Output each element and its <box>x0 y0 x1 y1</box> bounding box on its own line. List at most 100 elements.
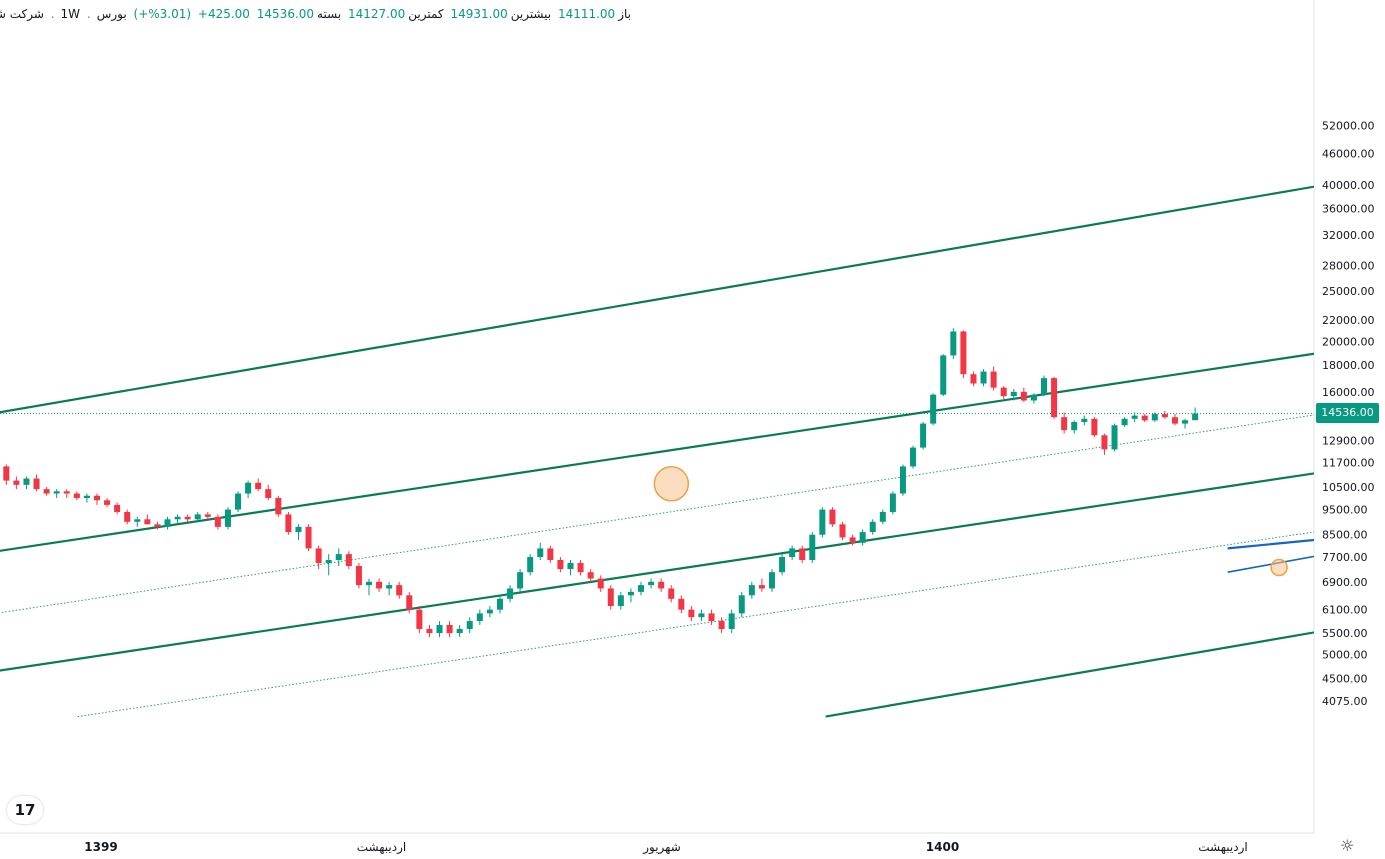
symbol-legend: باز14111.00 بیشترین14931.00 کمترین14127.… <box>0 7 631 21</box>
candle-body <box>1000 387 1007 397</box>
time-tick-label: 1399 <box>84 840 117 854</box>
legend-open-label: باز <box>618 7 631 21</box>
legend-change-value: 425.00+ <box>197 7 250 21</box>
channel-line <box>77 531 1314 718</box>
price-tick-label: 32000.00 <box>1322 229 1375 242</box>
candle-body <box>960 331 967 375</box>
candle-body <box>456 628 463 634</box>
price-tick-label: 5500.00 <box>1322 627 1368 640</box>
candle-body <box>809 534 816 560</box>
time-tick-label: اردیبهشت <box>357 840 406 855</box>
candle-body <box>1091 418 1098 436</box>
candle-body <box>1131 415 1138 419</box>
candle-body <box>768 572 775 589</box>
legend-high-label: بیشترین <box>510 7 552 21</box>
candle-body <box>305 526 312 549</box>
candle-body <box>698 613 705 618</box>
candle-body <box>1111 425 1118 450</box>
candle-body <box>638 585 645 592</box>
candle-body <box>486 609 493 614</box>
candle-body <box>839 524 846 538</box>
candle-body <box>446 624 453 634</box>
time-tick-label: اردیبهشت <box>1198 840 1247 855</box>
gear-icon[interactable]: ☼ <box>1340 836 1355 855</box>
candle-body <box>779 557 786 573</box>
price-tick-label: 4075.00 <box>1322 695 1368 708</box>
candle-body <box>1040 378 1047 395</box>
candle-body <box>1061 417 1068 431</box>
channel-lines <box>0 185 1314 718</box>
legend-interval: 1W <box>60 7 81 21</box>
current-price-tag: 14536.00 <box>1316 403 1379 423</box>
candle-body <box>154 524 161 527</box>
candle-body <box>1192 413 1199 421</box>
candle-body <box>174 516 181 520</box>
candle-body <box>184 516 191 520</box>
candle-body <box>1051 378 1058 418</box>
channel-line <box>0 185 1314 414</box>
candle-body <box>33 478 40 490</box>
legend-high-value: 14931.00 <box>450 7 508 21</box>
candle-body <box>627 591 634 596</box>
candle-body <box>53 491 60 494</box>
candle-body <box>517 572 524 589</box>
candle-body <box>426 628 433 634</box>
highlight-circle <box>653 466 690 502</box>
candle-body <box>557 559 564 570</box>
tradingview-logo[interactable]: 17 <box>7 796 43 824</box>
candle-body <box>658 581 665 589</box>
highlight-circles <box>653 466 1288 577</box>
candle-body <box>355 566 362 586</box>
candle-body <box>144 519 151 525</box>
candle-body <box>617 595 624 606</box>
candle-body <box>970 374 977 384</box>
candle-body <box>758 585 765 589</box>
candle-body <box>93 495 100 501</box>
legend-close-value: 14536.00 <box>256 7 315 21</box>
candle-body <box>265 489 272 498</box>
candle-body <box>910 447 917 467</box>
candle-body <box>789 548 796 558</box>
candle-body <box>114 504 121 512</box>
candle-body <box>104 500 111 505</box>
candle-body <box>365 581 372 586</box>
time-axis: شهر1399اردیبهشتشهریور1400اردیبهشتشهریور1… <box>84 840 1247 855</box>
candle-body <box>436 624 443 634</box>
price-tick-label: 11700.00 <box>1322 457 1375 470</box>
legend-low-value: 14127.00 <box>347 7 406 21</box>
candle-body <box>527 557 534 573</box>
candle-body <box>23 478 30 485</box>
candle-body <box>466 621 473 629</box>
candle-body <box>819 509 826 535</box>
price-tick-label: 40000.00 <box>1322 179 1375 192</box>
candle-body <box>940 355 947 395</box>
price-tick-label: 22000.00 <box>1322 314 1375 327</box>
candle-body <box>1081 418 1088 422</box>
price-tick-label: 20000.00 <box>1322 335 1375 348</box>
price-tick-label: 52000.00 <box>1322 120 1375 133</box>
candle-body <box>43 489 50 494</box>
price-tick-label: 7700.00 <box>1322 551 1368 564</box>
candle-body <box>587 572 594 579</box>
candle-body <box>164 519 171 527</box>
candle-body <box>1161 414 1168 418</box>
candle-body <box>678 598 685 610</box>
price-tick-label: 12900.00 <box>1322 434 1375 447</box>
candle-body <box>1171 417 1178 424</box>
candle-body <box>1020 391 1027 401</box>
candle-body <box>899 466 906 494</box>
candle-body <box>869 521 876 533</box>
time-tick-label: 1400 <box>926 840 959 854</box>
candle-body <box>507 588 514 599</box>
legend-open-value: 14111.00 <box>557 7 616 21</box>
candle-body <box>1121 418 1128 426</box>
channel-line <box>825 631 1314 718</box>
candle-body <box>3 466 10 481</box>
candle-body <box>799 548 806 560</box>
chart-grid <box>0 0 1315 834</box>
candle-body <box>1030 394 1037 401</box>
candle-body <box>124 511 131 522</box>
price-tick-label: 6100.00 <box>1322 604 1368 617</box>
